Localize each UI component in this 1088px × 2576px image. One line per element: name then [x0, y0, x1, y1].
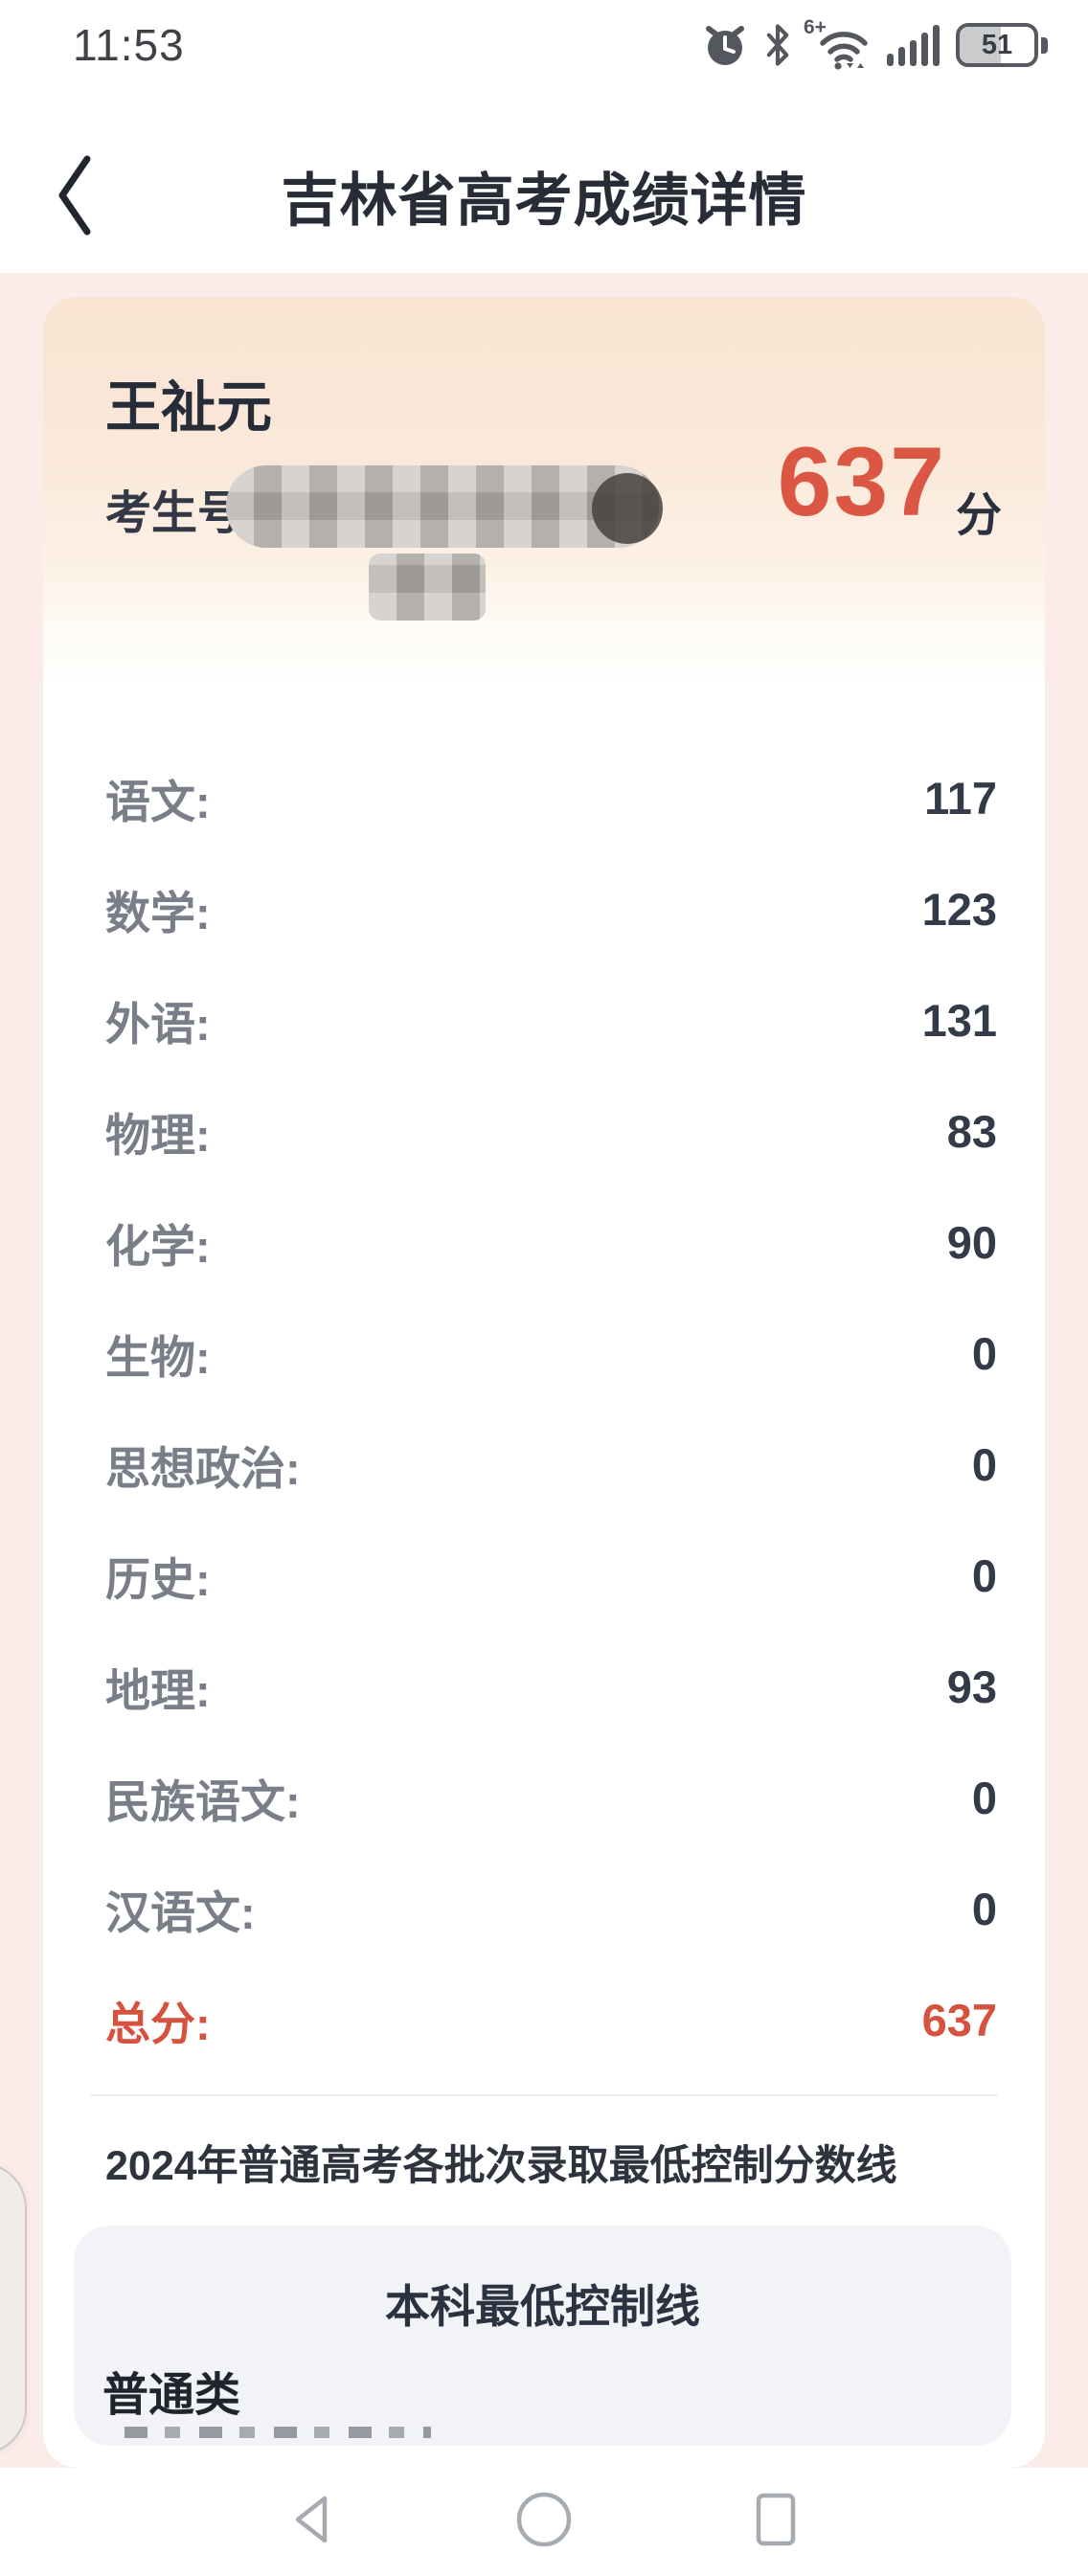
app-bar: 吉林省高考成绩详情 — [0, 146, 1088, 246]
cutoff-card-title: 本科最低控制线 — [385, 2281, 700, 2332]
subject-score: 0 — [971, 1327, 997, 1379]
subject-score: 83 — [946, 1105, 997, 1157]
nav-recents-button[interactable] — [748, 2489, 804, 2556]
score-unit-label: 分 — [955, 490, 1002, 541]
subject-score: 93 — [946, 1661, 997, 1712]
subject-label: 地理: — [105, 1664, 211, 1716]
bluetooth-icon — [764, 23, 791, 67]
score-row: 汉语文: 0 — [91, 1853, 997, 1964]
page-title: 吉林省高考成绩详情 — [281, 169, 807, 233]
nav-back-button[interactable] — [284, 2489, 340, 2556]
total-score-row: 总分: 637 — [91, 1964, 997, 2075]
navigation-bar — [0, 2468, 1088, 2576]
score-row: 外语: 131 — [91, 964, 997, 1075]
student-name: 王祉元 — [105, 376, 273, 439]
candidate-id-row: 考生号: 637 分 — [105, 433, 1002, 548]
score-row: 民族语文: 0 — [91, 1742, 997, 1853]
chevron-left-icon — [51, 151, 97, 244]
score-row: 历史: 0 — [91, 1520, 997, 1631]
status-icons: 6+ 51 — [702, 16, 1048, 70]
cutoff-section-heading: 2024年普通高考各批次录取最低控制分数线 — [105, 2143, 897, 2189]
cutoff-card: 本科最低控制线 普通类 — [74, 2226, 1011, 2446]
wifi-standard-badge: 6+ — [804, 16, 827, 38]
triangle-back-icon — [284, 2490, 340, 2554]
score-row: 地理: 93 — [91, 1631, 997, 1742]
signal-bars-icon — [887, 24, 940, 66]
subject-label: 汉语文: — [105, 1887, 256, 1938]
circle-home-icon — [514, 2490, 574, 2554]
top-band: 11:53 6+ — [0, 0, 1088, 273]
censored-id-mosaic — [226, 465, 663, 548]
subject-score: 117 — [924, 772, 997, 824]
divider — [91, 2094, 997, 2096]
battery-icon: 51 — [956, 23, 1048, 67]
floating-edge-handle[interactable] — [0, 2162, 27, 2454]
score-card: 王祉元 考生号: 637 分 语文: 117 数学: 123 外语: 131 物… — [43, 297, 1045, 2468]
subject-label: 语文: — [105, 776, 211, 827]
subject-score: 0 — [971, 1438, 997, 1490]
status-bar: 11:53 6+ — [0, 16, 1088, 73]
subject-score: 90 — [946, 1216, 997, 1268]
subject-score: 131 — [921, 994, 997, 1046]
subject-score: 0 — [971, 1883, 997, 1934]
wifi-icon: 6+ — [804, 16, 871, 70]
subject-label: 历史: — [105, 1553, 211, 1605]
subject-label: 民族语文: — [105, 1775, 301, 1827]
subject-label: 数学: — [105, 887, 211, 938]
total-score-value: 637 — [777, 427, 946, 536]
subject-label: 外语: — [105, 998, 211, 1050]
subject-label: 思想政治: — [105, 1442, 301, 1494]
total-value: 637 — [921, 1994, 997, 2045]
total-label: 总分: — [105, 1998, 211, 2049]
subject-label: 物理: — [105, 1109, 211, 1161]
subject-score: 123 — [921, 883, 997, 935]
score-row: 生物: 0 — [91, 1298, 997, 1409]
subject-score: 0 — [971, 1772, 997, 1823]
subject-score: 0 — [971, 1549, 997, 1601]
subject-label: 化学: — [105, 1220, 211, 1272]
subject-label: 生物: — [105, 1331, 211, 1383]
cutoff-category-label: 普通类 — [102, 2370, 241, 2421]
nav-home-button[interactable] — [516, 2489, 572, 2556]
score-row: 语文: 117 — [91, 742, 997, 853]
censored-id-mosaic-2 — [369, 554, 486, 621]
score-row: 物理: 83 — [91, 1075, 997, 1186]
score-row: 思想政治: 0 — [91, 1409, 997, 1520]
score-row: 化学: 90 — [91, 1186, 997, 1298]
battery-percent: 51 — [981, 29, 1013, 60]
score-row: 数学: 123 — [91, 853, 997, 964]
clipped-next-row — [125, 2427, 431, 2438]
alarm-clock-icon — [702, 22, 748, 68]
back-button[interactable] — [40, 149, 107, 245]
score-list: 语文: 117 数学: 123 外语: 131 物理: 83 化学: 90 生物… — [91, 742, 997, 2192]
clock-time: 11:53 — [73, 20, 185, 70]
square-recents-icon — [748, 2490, 804, 2554]
